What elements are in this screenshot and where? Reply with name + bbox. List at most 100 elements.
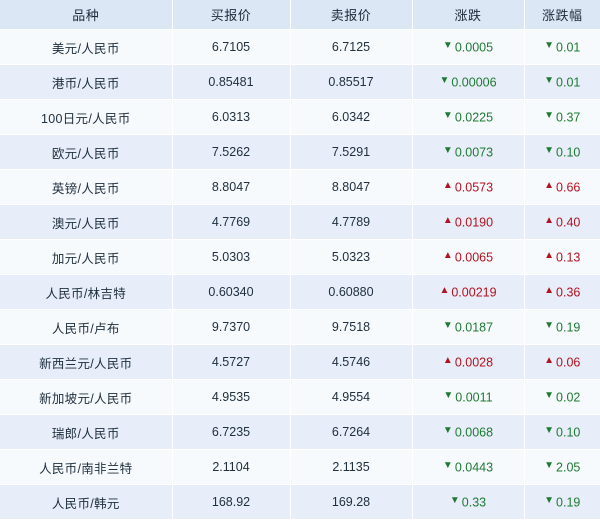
- cell-currency-pair: 100日元/人民币: [0, 99, 173, 135]
- cell-currency-pair: 澳元/人民币: [0, 204, 173, 240]
- cell-currency-pair: 新西兰元/人民币: [0, 344, 173, 380]
- column-header-bid[interactable]: 买报价: [172, 0, 291, 30]
- cell-bid-price: 8.8047: [172, 169, 291, 205]
- cell-bid-price: 6.7105: [172, 29, 291, 65]
- cell-bid-price: 9.7370: [172, 309, 291, 345]
- cell-change: ▲ 0.00219: [412, 274, 525, 310]
- table-row[interactable]: 新加坡元/人民币 4.9535 4.9554 ▼ 0.0011 ▼ 0.02: [0, 379, 600, 415]
- table-row[interactable]: 港币/人民币 0.85481 0.85517 ▼ 0.00006 ▼ 0.01: [0, 64, 600, 100]
- arrow-up-icon: ▲: [544, 285, 555, 297]
- cell-currency-pair: 人民币/南非兰特: [0, 449, 173, 485]
- cell-bid-price: 0.85481: [172, 64, 291, 100]
- cell-change-percent: ▼ 0.10: [524, 134, 600, 170]
- cell-change-percent-value: 0.19: [556, 320, 581, 335]
- arrow-down-icon: ▼: [544, 390, 555, 402]
- cell-change-value: 0.0073: [454, 145, 494, 160]
- arrow-down-icon: ▼: [544, 425, 555, 437]
- cell-ask-price: 0.85517: [290, 64, 413, 100]
- cell-ask-price: 8.8047: [290, 169, 413, 205]
- cell-currency-pair: 美元/人民币: [0, 29, 173, 65]
- cell-change-percent: ▲ 0.40: [524, 204, 600, 240]
- cell-change-value: 0.0225: [454, 110, 494, 125]
- arrow-down-icon: ▼: [544, 75, 555, 87]
- cell-change-percent: ▲ 0.66: [524, 169, 600, 205]
- cell-bid-price: 4.7769: [172, 204, 291, 240]
- cell-change-percent-value: 2.05: [556, 460, 581, 475]
- cell-change-value: 0.0005: [454, 40, 494, 55]
- cell-bid-price: 0.60340: [172, 274, 291, 310]
- table-body: 美元/人民币 6.7105 6.7125 ▼ 0.0005 ▼ 0.01 港币/人民币 0.85…: [0, 29, 600, 520]
- table-row[interactable]: 人民币/韩元 168.92 169.28 ▼ 0.33 ▼ 0.19: [0, 484, 600, 520]
- cell-change-value: 0.0190: [454, 215, 494, 230]
- arrow-down-icon: ▼: [544, 460, 555, 472]
- cell-change-percent: ▼ 2.05: [524, 449, 600, 485]
- table-row[interactable]: 欧元/人民币 7.5262 7.5291 ▼ 0.0073 ▼ 0.10: [0, 134, 600, 170]
- arrow-down-icon: ▼: [439, 75, 450, 87]
- cell-ask-price: 4.5746: [290, 344, 413, 380]
- cell-change-percent: ▼ 0.19: [524, 484, 600, 520]
- column-header-change-percent[interactable]: 涨跌幅: [524, 0, 600, 30]
- cell-change: ▲ 0.0190: [412, 204, 525, 240]
- table-row[interactable]: 美元/人民币 6.7105 6.7125 ▼ 0.0005 ▼ 0.01: [0, 29, 600, 65]
- cell-currency-pair: 新加坡元/人民币: [0, 379, 173, 415]
- cell-change-percent: ▼ 0.37: [524, 99, 600, 135]
- arrow-down-icon: ▼: [544, 145, 555, 157]
- table-row[interactable]: 英镑/人民币 8.8047 8.8047 ▲ 0.0573 ▲ 0.66: [0, 169, 600, 205]
- cell-change: ▼ 0.0225: [412, 99, 525, 135]
- table-row[interactable]: 加元/人民币 5.0303 5.0323 ▲ 0.0065 ▲ 0.13: [0, 239, 600, 275]
- cell-currency-pair: 人民币/韩元: [0, 484, 173, 520]
- arrow-up-icon: ▲: [439, 285, 450, 297]
- arrow-down-icon: ▼: [442, 320, 453, 332]
- cell-change-percent-value: 0.37: [556, 110, 581, 125]
- cell-ask-price: 6.7125: [290, 29, 413, 65]
- arrow-down-icon: ▼: [442, 425, 453, 437]
- cell-change-value: 0.0187: [454, 320, 494, 335]
- arrow-down-icon: ▼: [443, 390, 454, 402]
- cell-bid-price: 4.5727: [172, 344, 291, 380]
- cell-change-percent-value: 0.40: [556, 215, 581, 230]
- cell-change-percent: ▲ 0.13: [524, 239, 600, 275]
- cell-ask-price: 4.7789: [290, 204, 413, 240]
- arrow-up-icon: ▲: [544, 215, 555, 227]
- cell-change-percent: ▲ 0.06: [524, 344, 600, 380]
- cell-change-percent: ▼ 0.10: [524, 414, 600, 450]
- arrow-down-icon: ▼: [544, 320, 555, 332]
- arrow-down-icon: ▼: [442, 40, 453, 52]
- cell-change-percent-value: 0.13: [556, 250, 581, 265]
- cell-change: ▼ 0.0187: [412, 309, 525, 345]
- cell-ask-price: 6.0342: [290, 99, 413, 135]
- cell-change-percent: ▼ 0.01: [524, 64, 600, 100]
- table-row[interactable]: 澳元/人民币 4.7769 4.7789 ▲ 0.0190 ▲ 0.40: [0, 204, 600, 240]
- cell-change-percent-value: 0.10: [556, 145, 581, 160]
- arrow-up-icon: ▲: [544, 355, 555, 367]
- table-row[interactable]: 100日元/人民币 6.0313 6.0342 ▼ 0.0225 ▼ 0.37: [0, 99, 600, 135]
- cell-change: ▼ 0.0005: [412, 29, 525, 65]
- cell-currency-pair: 人民币/林吉特: [0, 274, 173, 310]
- column-header-ask[interactable]: 卖报价: [290, 0, 413, 30]
- cell-change-percent-value: 0.01: [556, 75, 581, 90]
- table-row[interactable]: 人民币/林吉特 0.60340 0.60880 ▲ 0.00219 ▲ 0.36: [0, 274, 600, 310]
- arrow-up-icon: ▲: [544, 250, 555, 262]
- cell-currency-pair: 人民币/卢布: [0, 309, 173, 345]
- cell-change: ▲ 0.0065: [412, 239, 525, 275]
- column-header-change[interactable]: 涨跌: [412, 0, 525, 30]
- cell-currency-pair: 瑞郎/人民币: [0, 414, 173, 450]
- column-header-name[interactable]: 品种: [0, 0, 173, 30]
- arrow-up-icon: ▲: [442, 180, 453, 192]
- cell-change-percent-value: 0.36: [556, 285, 581, 300]
- cell-change: ▼ 0.0073: [412, 134, 525, 170]
- arrow-up-icon: ▲: [544, 180, 555, 192]
- cell-change-value: 0.0065: [454, 250, 494, 265]
- arrow-up-icon: ▲: [442, 250, 453, 262]
- table-row[interactable]: 新西兰元/人民币 4.5727 4.5746 ▲ 0.0028 ▲ 0.06: [0, 344, 600, 380]
- cell-change: ▼ 0.33: [412, 484, 525, 520]
- cell-ask-price: 6.7264: [290, 414, 413, 450]
- cell-change-percent: ▼ 0.01: [524, 29, 600, 65]
- table-header: 品种 买报价 卖报价 涨跌 涨跌幅: [0, 0, 600, 30]
- table-row[interactable]: 人民币/南非兰特 2.1104 2.1135 ▼ 0.0443 ▼ 2.05: [0, 449, 600, 485]
- table-row[interactable]: 瑞郎/人民币 6.7235 6.7264 ▼ 0.0068 ▼ 0.10: [0, 414, 600, 450]
- table-row[interactable]: 人民币/卢布 9.7370 9.7518 ▼ 0.0187 ▼ 0.19: [0, 309, 600, 345]
- arrow-up-icon: ▲: [442, 355, 453, 367]
- arrow-down-icon: ▼: [442, 460, 453, 472]
